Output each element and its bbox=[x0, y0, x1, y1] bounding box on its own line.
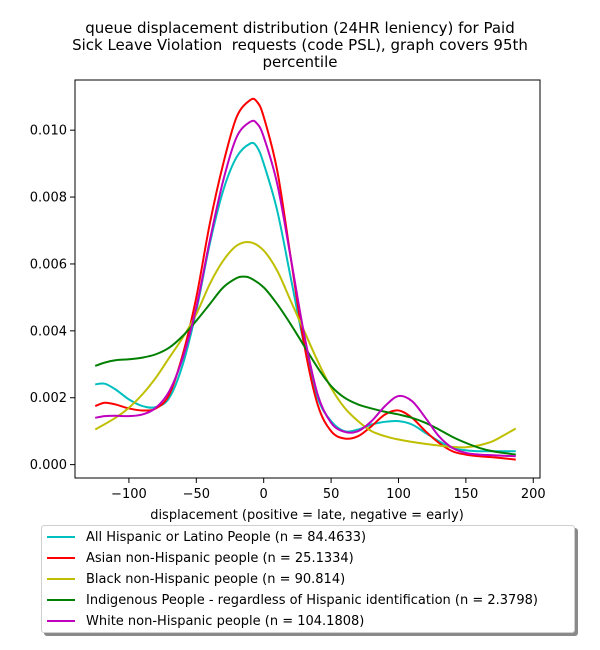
legend-item-asian: Asian non-Hispanic people (n = 25.1334) bbox=[47, 549, 354, 567]
legend-label-indigenous: Indigenous People - regardless of Hispan… bbox=[86, 592, 538, 608]
chart-title: queue displacement distribution (24HR le… bbox=[0, 20, 600, 71]
y-tick-label: 0.006 bbox=[30, 257, 67, 272]
legend-label-hispanic: All Hispanic or Latino People (n = 84.46… bbox=[86, 529, 367, 545]
legend-item-white: White non-Hispanic people (n = 104.1808) bbox=[47, 612, 364, 630]
y-tick-label: 0.004 bbox=[30, 324, 67, 339]
x-tick-label: 200 bbox=[521, 487, 546, 502]
series-line-4 bbox=[95, 119, 516, 458]
x-tick-label: 100 bbox=[386, 487, 411, 502]
legend-swatch-indigenous bbox=[47, 599, 75, 601]
legend-item-hispanic: All Hispanic or Latino People (n = 84.46… bbox=[47, 528, 366, 546]
legend-swatch-white bbox=[47, 620, 75, 622]
legend-label-white: White non-Hispanic people (n = 104.1808) bbox=[86, 613, 365, 629]
x-tick-label: −100 bbox=[111, 487, 147, 502]
x-axis-label: displacement (positive = late, negative … bbox=[150, 508, 464, 523]
y-tick-label: 0.002 bbox=[30, 391, 67, 406]
legend-item-indigenous: Indigenous People - regardless of Hispan… bbox=[47, 591, 538, 609]
legend-label-asian: Asian non-Hispanic people (n = 25.1334) bbox=[86, 550, 354, 566]
legend-label-black: Black non-Hispanic people (n = 90.814) bbox=[86, 571, 346, 587]
series-line-3 bbox=[94, 275, 516, 456]
legend-swatch-black bbox=[47, 578, 75, 580]
legend-item-black: Black non-Hispanic people (n = 90.814) bbox=[47, 570, 345, 588]
x-tick-label: 150 bbox=[453, 487, 478, 502]
y-tick-label: 0.000 bbox=[30, 458, 67, 473]
y-tick-label: 0.010 bbox=[30, 124, 67, 139]
series-layer bbox=[94, 97, 517, 461]
legend: All Hispanic or Latino People (n = 84.46… bbox=[41, 525, 575, 633]
plot-frame bbox=[74, 79, 541, 479]
x-tick-label: −50 bbox=[183, 487, 210, 502]
chart-title-line-2: Sick Leave Violation requests (code PSL)… bbox=[72, 36, 528, 54]
y-axis: 0.000 0.002 0.004 0.006 0.008 0.010 bbox=[30, 124, 75, 473]
legend-swatch-asian bbox=[47, 557, 75, 559]
chart-title-line-3: percentile bbox=[262, 53, 338, 71]
plot-area: −100 −50 0 50 100 150 200 0.000 0.002 0.004 0.006… bbox=[30, 79, 546, 502]
chart-title-line-1: queue displacement distribution (24HR le… bbox=[85, 19, 515, 37]
x-axis: −100 −50 0 50 100 150 200 bbox=[111, 478, 546, 502]
y-tick-label: 0.008 bbox=[30, 191, 67, 206]
x-tick-label: 0 bbox=[260, 487, 268, 502]
x-tick-label: 50 bbox=[323, 487, 340, 502]
legend-swatch-hispanic bbox=[47, 536, 75, 538]
